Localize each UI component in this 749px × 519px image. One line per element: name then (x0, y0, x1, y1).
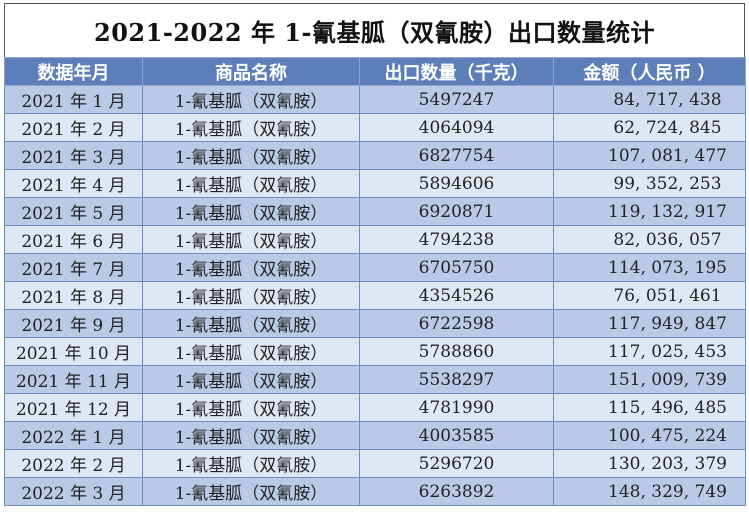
cell-quantity: 5788860 (359, 337, 554, 366)
cell-date: 2021 年 8 月 (4, 281, 143, 310)
table-body: 2021 年 1 月 1-氰基胍（双氰胺） 5497247 84, 717, 4… (4, 85, 746, 506)
cell-product: 1-氰基胍（双氰胺） (142, 253, 360, 282)
table-row: 2022 年 2 月 1-氰基胍（双氰胺） 5296720 130, 203, … (4, 449, 746, 478)
cell-amount: 119, 132, 917 (553, 197, 746, 226)
cell-product: 1-氰基胍（双氰胺） (142, 85, 360, 114)
cell-amount: 151, 009, 739 (553, 365, 746, 394)
table-row: 2021 年 11 月 1-氰基胍（双氰胺） 5538297 151, 009,… (4, 365, 746, 394)
cell-date: 2021 年 3 月 (4, 141, 143, 170)
cell-quantity: 5497247 (359, 85, 554, 114)
cell-product: 1-氰基胍（双氰胺） (142, 449, 360, 478)
cell-amount: 115, 496, 485 (553, 393, 746, 422)
cell-date: 2022 年 2 月 (4, 449, 143, 478)
table-title: 2021-2022 年 1-氰基胍（双氰胺）出口数量统计 (4, 3, 745, 57)
cell-date: 2021 年 12 月 (4, 393, 143, 422)
cell-amount: 76, 051, 461 (553, 281, 746, 310)
table-row: 2021 年 1 月 1-氰基胍（双氰胺） 5497247 84, 717, 4… (4, 85, 746, 114)
cell-product: 1-氰基胍（双氰胺） (142, 421, 360, 450)
cell-product: 1-氰基胍（双氰胺） (142, 337, 360, 366)
table-row: 2021 年 7 月 1-氰基胍（双氰胺） 6705750 114, 073, … (4, 253, 746, 282)
export-statistics-table-container: 2021-2022 年 1-氰基胍（双氰胺）出口数量统计 数据年月 商品名称 出… (4, 3, 746, 506)
cell-date: 2021 年 1 月 (4, 85, 143, 114)
cell-date: 2022 年 1 月 (4, 421, 143, 450)
cell-quantity: 5296720 (359, 449, 554, 478)
cell-amount: 82, 036, 057 (553, 225, 746, 254)
cell-product: 1-氰基胍（双氰胺） (142, 197, 360, 226)
table-row: 2021 年 9 月 1-氰基胍（双氰胺） 6722598 117, 949, … (4, 309, 746, 338)
cell-amount: 100, 475, 224 (553, 421, 746, 450)
header-date: 数据年月 (4, 57, 143, 86)
cell-amount: 107, 081, 477 (553, 141, 746, 170)
cell-product: 1-氰基胍（双氰胺） (142, 141, 360, 170)
cell-date: 2021 年 6 月 (4, 225, 143, 254)
cell-product: 1-氰基胍（双氰胺） (142, 393, 360, 422)
cell-amount: 84, 717, 438 (553, 85, 746, 114)
cell-amount: 117, 949, 847 (553, 309, 746, 338)
export-statistics-table: 数据年月 商品名称 出口数量（千克） 金额（人民币 ） 2021 年 1 月 1… (4, 57, 746, 506)
cell-product: 1-氰基胍（双氰胺） (142, 281, 360, 310)
cell-date: 2022 年 3 月 (4, 477, 143, 506)
cell-product: 1-氰基胍（双氰胺） (142, 225, 360, 254)
table-row: 2022 年 1 月 1-氰基胍（双氰胺） 4003585 100, 475, … (4, 421, 746, 450)
cell-date: 2021 年 2 月 (4, 113, 143, 142)
cell-quantity: 6920871 (359, 197, 554, 226)
cell-quantity: 4781990 (359, 393, 554, 422)
cell-date: 2021 年 4 月 (4, 169, 143, 198)
cell-product: 1-氰基胍（双氰胺） (142, 113, 360, 142)
cell-amount: 117, 025, 453 (553, 337, 746, 366)
table-row: 2021 年 10 月 1-氰基胍（双氰胺） 5788860 117, 025,… (4, 337, 746, 366)
cell-amount: 62, 724, 845 (553, 113, 746, 142)
cell-quantity: 4003585 (359, 421, 554, 450)
cell-date: 2021 年 9 月 (4, 309, 143, 338)
table-row: 2021 年 3 月 1-氰基胍（双氰胺） 6827754 107, 081, … (4, 141, 746, 170)
cell-amount: 130, 203, 379 (553, 449, 746, 478)
header-row: 数据年月 商品名称 出口数量（千克） 金额（人民币 ） (4, 57, 746, 86)
header-quantity: 出口数量（千克） (359, 57, 554, 86)
cell-quantity: 5538297 (359, 365, 554, 394)
cell-product: 1-氰基胍（双氰胺） (142, 477, 360, 506)
cell-quantity: 4354526 (359, 281, 554, 310)
table-row: 2021 年 12 月 1-氰基胍（双氰胺） 4781990 115, 496,… (4, 393, 746, 422)
cell-date: 2021 年 11 月 (4, 365, 143, 394)
cell-quantity: 5894606 (359, 169, 554, 198)
cell-amount: 148, 329, 749 (553, 477, 746, 506)
header-product: 商品名称 (142, 57, 360, 86)
cell-product: 1-氰基胍（双氰胺） (142, 169, 360, 198)
cell-date: 2021 年 10 月 (4, 337, 143, 366)
cell-amount: 99, 352, 253 (553, 169, 746, 198)
cell-quantity: 6827754 (359, 141, 554, 170)
cell-quantity: 6263892 (359, 477, 554, 506)
header-amount: 金额（人民币 ） (553, 57, 746, 86)
table-row: 2021 年 4 月 1-氰基胍（双氰胺） 5894606 99, 352, 2… (4, 169, 746, 198)
table-row: 2021 年 6 月 1-氰基胍（双氰胺） 4794238 82, 036, 0… (4, 225, 746, 254)
cell-quantity: 4794238 (359, 225, 554, 254)
table-row: 2022 年 3 月 1-氰基胍（双氰胺） 6263892 148, 329, … (4, 477, 746, 506)
cell-quantity: 4064094 (359, 113, 554, 142)
cell-product: 1-氰基胍（双氰胺） (142, 309, 360, 338)
cell-quantity: 6722598 (359, 309, 554, 338)
cell-amount: 114, 073, 195 (553, 253, 746, 282)
table-row: 2021 年 8 月 1-氰基胍（双氰胺） 4354526 76, 051, 4… (4, 281, 746, 310)
cell-product: 1-氰基胍（双氰胺） (142, 365, 360, 394)
table-row: 2021 年 2 月 1-氰基胍（双氰胺） 4064094 62, 724, 8… (4, 113, 746, 142)
cell-quantity: 6705750 (359, 253, 554, 282)
table-row: 2021 年 5 月 1-氰基胍（双氰胺） 6920871 119, 132, … (4, 197, 746, 226)
cell-date: 2021 年 5 月 (4, 197, 143, 226)
cell-date: 2021 年 7 月 (4, 253, 143, 282)
